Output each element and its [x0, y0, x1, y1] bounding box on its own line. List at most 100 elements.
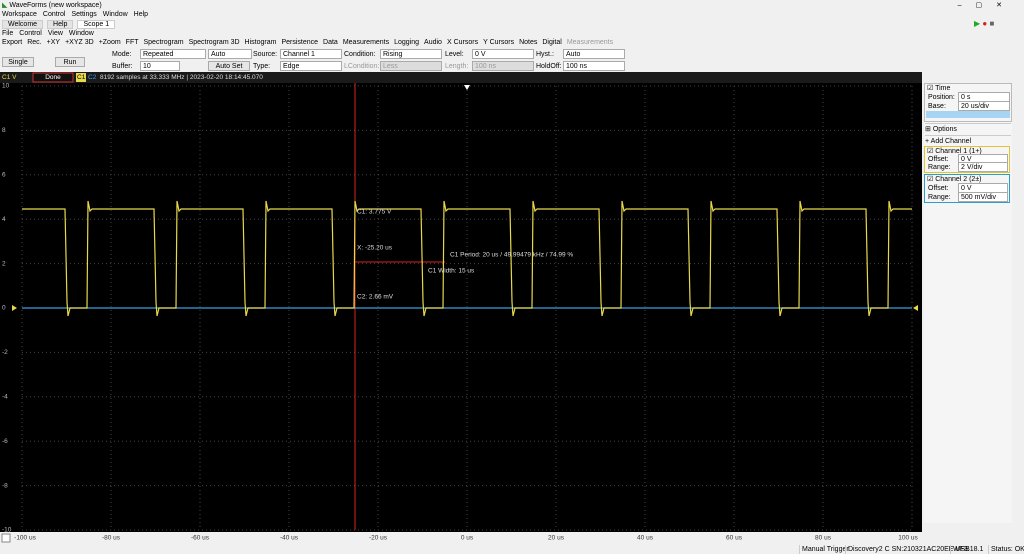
toolbar-item[interactable]: Digital	[542, 39, 562, 46]
menu-item[interactable]: Settings	[71, 11, 97, 18]
y-tick-label: -8	[2, 482, 8, 489]
title-bar: ◣ WaveForms (new workspace) –▢✕	[2, 1, 1022, 10]
toolbar-item[interactable]: Data	[323, 39, 338, 46]
x-tick-label: 100 us	[898, 535, 918, 542]
toolbar-item[interactable]: Spectrogram 3D	[188, 39, 240, 46]
scope-menu-item[interactable]: Control	[19, 30, 42, 37]
y-tick-label: 0	[2, 305, 6, 312]
toolbar-item[interactable]: +Zoom	[98, 39, 121, 46]
toolbar-item[interactable]: X Cursors	[446, 39, 479, 46]
tabs-item[interactable]: Welcome	[2, 20, 44, 29]
add-channel-label: Add Channel	[930, 138, 972, 145]
channel-1-trace	[22, 200, 912, 317]
status-item: Status: OK	[988, 545, 1024, 554]
period-measurement: C1 Period: 20 us / 49.99479 kHz / 74.99 …	[450, 252, 573, 259]
toolbar-item[interactable]: Histogram	[244, 39, 277, 46]
y-tick-label: -2	[2, 349, 8, 356]
toolbar-item[interactable]: FFT	[125, 39, 139, 46]
tabs-item[interactable]: Help	[47, 20, 74, 29]
app-icon: ◣	[2, 2, 8, 9]
tabs-item[interactable]: Scope 1	[77, 20, 116, 29]
buffer[interactable]: 10	[140, 61, 180, 71]
y-tick-label: 2	[2, 260, 6, 267]
single[interactable]: Single	[2, 57, 34, 67]
x-axis-bar	[0, 532, 922, 544]
buffer-label: Buffer:	[112, 63, 133, 70]
ch1-range-field[interactable]: 2 V/div	[958, 162, 1008, 172]
options-toggle[interactable]: ⊞ Options	[925, 123, 1011, 134]
type-label: Type:	[253, 63, 271, 70]
window-title: WaveForms (new workspace)	[9, 2, 102, 9]
run-buttons[interactable]: ▶ ● ■	[974, 19, 995, 28]
menu-item[interactable]: Control	[42, 11, 66, 18]
menu-item[interactable]: Help	[133, 11, 149, 18]
x-tick-label: 60 us	[726, 535, 743, 542]
base-label: Base:	[928, 103, 946, 110]
scope-menu: File Control View Window	[2, 30, 94, 37]
toolbar-item[interactable]: +XY	[46, 39, 61, 46]
toolbar-item[interactable]: +XYZ 3D	[65, 39, 94, 46]
mode-label: Mode:	[112, 51, 132, 58]
add-channel[interactable]: + Add Channel	[925, 135, 1011, 146]
condition[interactable]: Rising	[380, 49, 442, 59]
channel-1-header[interactable]: ☑ Channel 1 (1+)	[927, 148, 982, 155]
lcondition-label: LCondition:	[344, 63, 380, 70]
toolbar-item[interactable]: Audio	[424, 39, 442, 46]
tab-bar: Welcome Help Scope 1	[2, 20, 116, 29]
x-tick-label: -100 us	[14, 535, 36, 542]
x-tick-label: -40 us	[280, 535, 299, 542]
scope-menu-item[interactable]: Window	[68, 30, 94, 37]
toolbar-item[interactable]: Notes	[519, 39, 538, 46]
toolbar-item[interactable]: Export	[2, 39, 23, 46]
source[interactable]: Channel 1	[280, 49, 342, 59]
menu-item[interactable]: Window	[102, 11, 128, 18]
trigger-marker-left	[12, 305, 17, 311]
window-controls[interactable]: –▢✕	[957, 2, 1016, 9]
width-measurement: C1 Width: 15 us	[428, 268, 475, 275]
acquisition-status: Done	[45, 74, 61, 81]
type[interactable]: Edge	[280, 61, 342, 71]
toolbar-item[interactable]: Measurements	[566, 39, 614, 46]
channel-2-header[interactable]: ☑ Channel 2 (2±)	[927, 176, 982, 183]
status-item: WF3.18.1	[950, 545, 983, 554]
auto-set[interactable]: Auto Set	[208, 61, 250, 71]
y-tick-label: 8	[2, 127, 6, 134]
x-tick-label: 20 us	[548, 535, 565, 542]
ch2-range-field[interactable]: 500 mV/div	[958, 192, 1008, 202]
time-slider[interactable]	[926, 111, 1010, 118]
base-field[interactable]: 20 us/div	[958, 101, 1010, 111]
holdoff[interactable]: 100 ns	[563, 61, 625, 71]
cursor-c2-value: C2: 2.66 mV	[357, 294, 394, 301]
c1-chip[interactable]	[76, 73, 86, 82]
status-item: Manual Trigger	[799, 545, 849, 554]
ch2-range-label: Range:	[928, 194, 951, 201]
y-tick-label: 10	[2, 83, 10, 90]
run[interactable]: Run	[55, 57, 85, 67]
time-group	[924, 83, 1012, 122]
c1-toggle[interactable]: C1	[77, 74, 86, 81]
c2-toggle[interactable]: C2	[88, 74, 97, 81]
length[interactable]: 100 ns	[472, 61, 534, 71]
level[interactable]: 0 V	[472, 49, 534, 59]
x-tick-label: 40 us	[637, 535, 654, 542]
mode2[interactable]: Auto	[208, 49, 252, 59]
channel-1-group	[924, 146, 1010, 173]
close-view[interactable]	[1, 533, 11, 543]
toolbar-item[interactable]: Logging	[394, 39, 420, 46]
toolbar-item[interactable]: Y Cursors	[483, 39, 515, 46]
toolbar-item[interactable]: Spectrogram	[143, 39, 184, 46]
lcondition[interactable]: Less	[380, 61, 442, 71]
toolbar-item[interactable]: Measurements	[342, 39, 390, 46]
mode[interactable]: Repeated	[140, 49, 206, 59]
x-tick-label: 80 us	[815, 535, 832, 542]
scope-menu-item[interactable]: File	[2, 30, 14, 37]
toolbar-item[interactable]: Persistence	[281, 39, 319, 46]
trigger-marker-right	[913, 305, 918, 311]
main-menu: Workspace Control Settings Window Help	[2, 11, 148, 18]
toolbar-item[interactable]: Rec.	[27, 39, 42, 46]
holdoff-label: HoldOff:	[536, 63, 562, 70]
scope-menu-item[interactable]: View	[47, 30, 63, 37]
menu-item[interactable]: Workspace	[2, 11, 37, 18]
hyst[interactable]: Auto	[563, 49, 625, 59]
